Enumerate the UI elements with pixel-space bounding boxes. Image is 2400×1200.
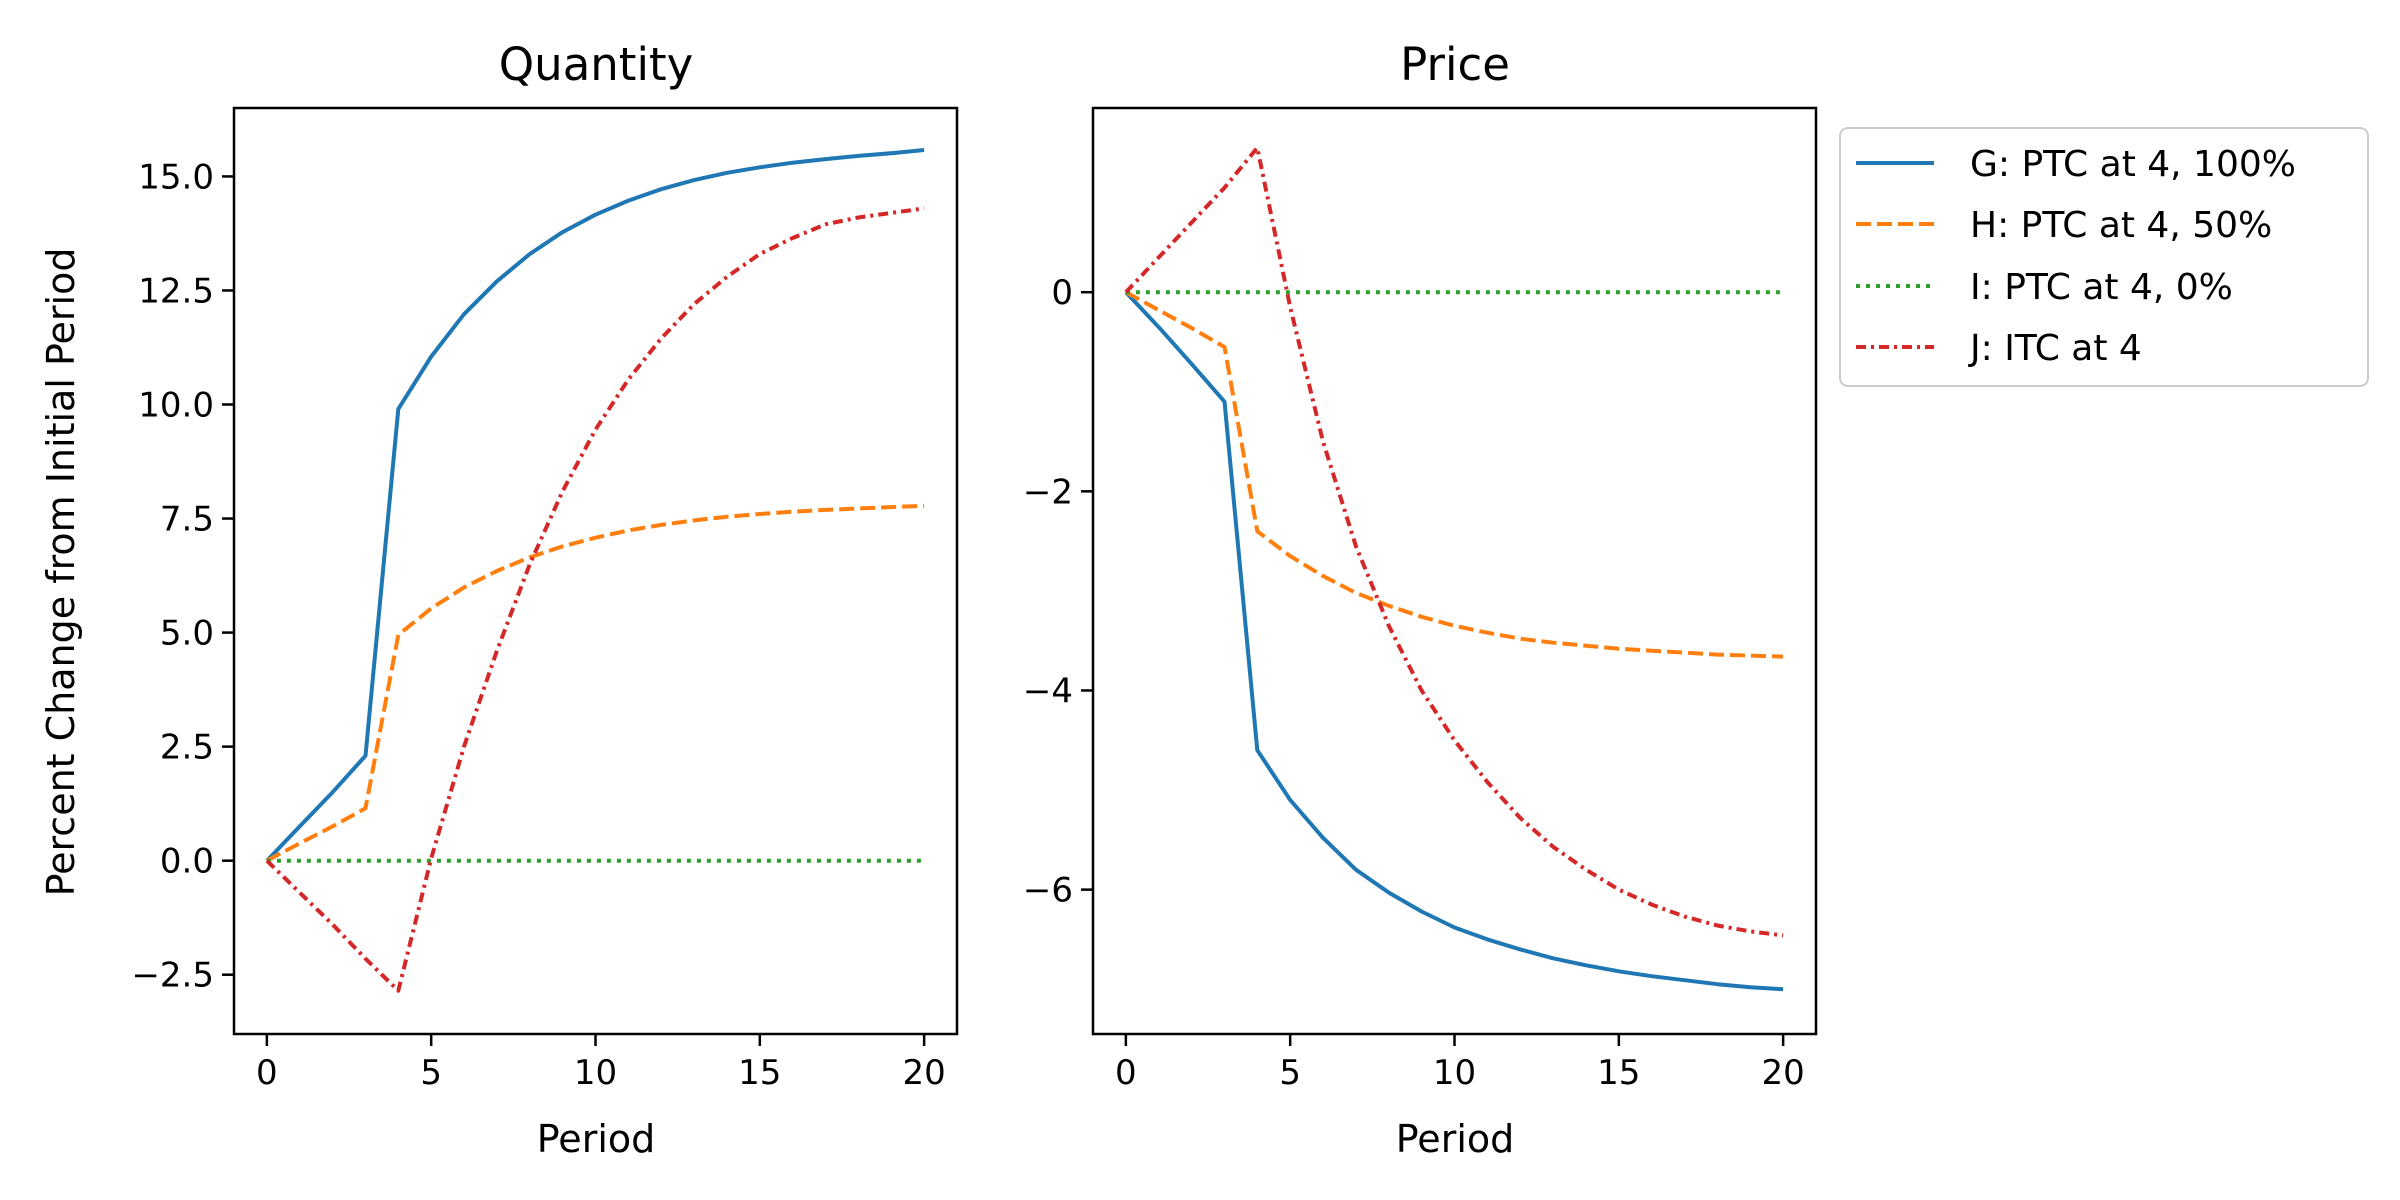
quantity-y-tick-label: 12.5 xyxy=(138,271,214,311)
quantity-panel: Quantity Period Percent Change from Init… xyxy=(39,38,959,1161)
price-x-axis-label: Period xyxy=(1396,1117,1515,1161)
legend-item-h: H: PTC at 4, 50% xyxy=(1856,205,2272,246)
price-x-tick-label: 20 xyxy=(1762,1053,1805,1093)
legend-label-g: G: PTC at 4, 100% xyxy=(1970,144,2296,185)
legend-frame xyxy=(1839,127,2369,387)
price-y-tick-label: −6 xyxy=(1023,871,1073,911)
quantity-x-tick-label: 0 xyxy=(256,1053,278,1093)
legend: G: PTC at 4, 100% H: PTC at 4, 50% I: PT… xyxy=(1839,127,2369,387)
quantity-series-line-g xyxy=(265,148,925,863)
quantity-y-tick-label: 2.5 xyxy=(160,728,214,768)
quantity-y-axis-label: Percent Change from Initial Period xyxy=(39,248,83,897)
quantity-x-tick-label: 15 xyxy=(738,1053,781,1093)
price-y-tick-label: −2 xyxy=(1023,472,1073,512)
quantity-x-tick-label: 20 xyxy=(903,1053,946,1093)
price-x-tick-label: 15 xyxy=(1597,1053,1640,1093)
price-x-tick-label: 5 xyxy=(1279,1053,1301,1093)
legend-label-h: H: PTC at 4, 50% xyxy=(1970,205,2272,246)
quantity-y-tick-label: −2.5 xyxy=(131,956,214,996)
price-x-tick-label: 0 xyxy=(1115,1053,1137,1093)
price-y-tick-label: −4 xyxy=(1023,671,1073,711)
quantity-x-axis-label: Period xyxy=(537,1117,656,1161)
quantity-x-tick-label: 5 xyxy=(420,1053,442,1093)
price-series-line-j xyxy=(1124,145,1784,938)
legend-item-g: G: PTC at 4, 100% xyxy=(1856,144,2296,185)
legend-item-i: I: PTC at 4, 0% xyxy=(1856,267,2233,308)
price-y-tick-label: 0 xyxy=(1051,273,1073,313)
price-x-tick-label: 10 xyxy=(1433,1053,1476,1093)
quantity-y-tick-label: 5.0 xyxy=(160,614,214,654)
quantity-y-tick-label: 15.0 xyxy=(138,157,214,197)
legend-label-i: I: PTC at 4, 0% xyxy=(1970,267,2233,308)
quantity-x-tick-label: 10 xyxy=(574,1053,617,1093)
legend-label-j: J: ITC at 4 xyxy=(1968,328,2142,369)
price-chart-title: Price xyxy=(1400,38,1510,91)
price-series-line-h xyxy=(1124,290,1784,659)
quantity-chart-title: Quantity xyxy=(499,38,693,91)
quantity-y-tick-label: 7.5 xyxy=(160,500,214,540)
quantity-y-tick-label: 10.0 xyxy=(138,386,214,426)
price-series-line-g xyxy=(1124,290,1784,992)
quantity-y-tick-label: 0.0 xyxy=(160,842,214,882)
price-panel: Price Period 0 5 10 15 20 −6 −4 −2 0 xyxy=(1023,38,1818,1161)
quantity-series-line-j xyxy=(265,206,925,993)
legend-item-j: J: ITC at 4 xyxy=(1856,328,2142,369)
quantity-series-line-h xyxy=(265,503,925,863)
